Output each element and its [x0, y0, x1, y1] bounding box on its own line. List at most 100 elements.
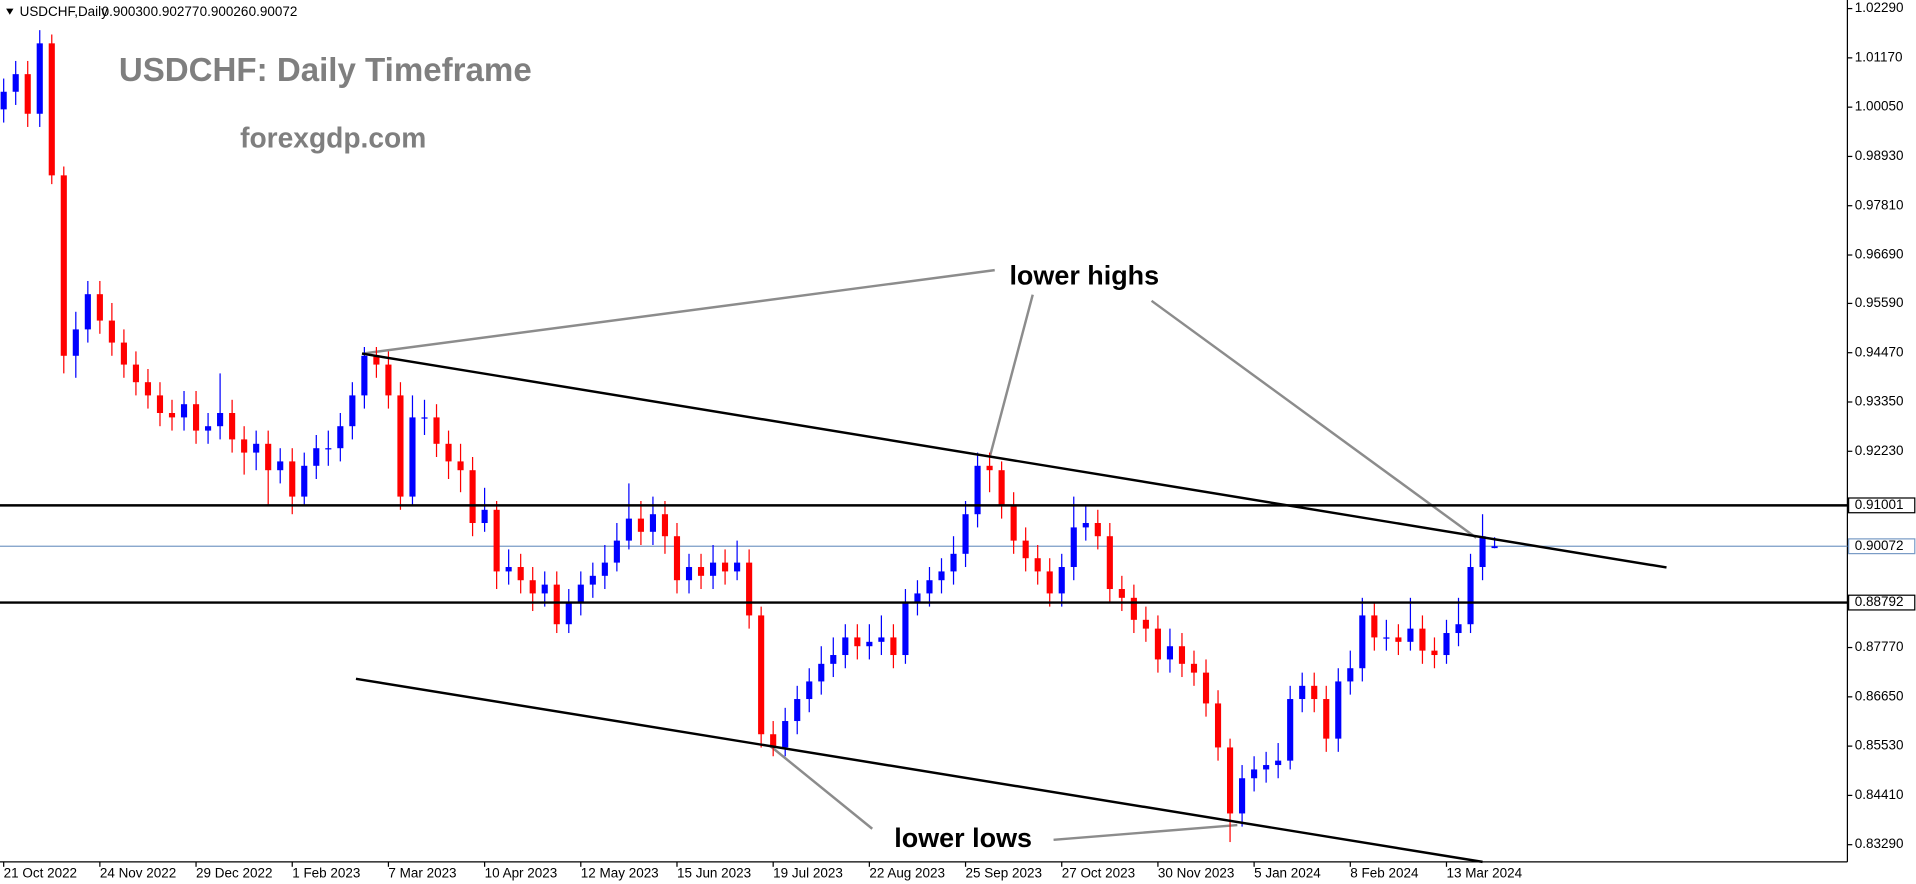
candle-body — [373, 355, 380, 365]
candle-body — [108, 320, 115, 343]
candle-body — [1190, 663, 1198, 673]
candle-body — [902, 602, 909, 656]
candle-body — [72, 329, 79, 356]
candle-body — [1395, 637, 1402, 642]
x-tick-label: 29 Dec 2022 — [196, 866, 272, 881]
candle-body — [722, 562, 729, 572]
candle-body — [385, 364, 392, 396]
candle-body — [685, 567, 693, 581]
x-tick-label: 10 Apr 2023 — [485, 866, 558, 881]
candle-body — [241, 439, 248, 453]
x-tick-label: 1 Feb 2023 — [292, 866, 360, 881]
candle-body — [421, 417, 428, 419]
header-high: 0.90277 — [151, 4, 200, 19]
candle-body — [625, 518, 632, 541]
y-tick-label: 0.83290 — [1855, 836, 1904, 851]
candle-body — [830, 655, 837, 664]
candle-body — [156, 395, 164, 413]
candle-body — [1118, 589, 1125, 598]
candle-body — [1335, 681, 1342, 739]
header-close: 0.90072 — [249, 4, 298, 19]
candle-body — [1299, 685, 1306, 700]
candle-body — [758, 615, 765, 735]
candle-body — [998, 470, 1005, 506]
y-tick-label: 0.86650 — [1855, 688, 1904, 703]
candle-body — [253, 443, 260, 453]
y-tick-label: 1.02290 — [1855, 0, 1904, 15]
level-label: 0.88792 — [1855, 594, 1904, 609]
candle-body — [1154, 628, 1161, 660]
pointer-lines — [362, 268, 1477, 842]
candle-body — [1479, 536, 1486, 568]
candle-body — [1347, 668, 1354, 682]
candle-body — [1407, 628, 1414, 642]
candle-body — [60, 175, 67, 356]
candle-body — [289, 461, 296, 497]
candle-body — [1239, 778, 1246, 814]
x-tick-label: 12 May 2023 — [581, 866, 659, 881]
candle-body — [601, 562, 608, 576]
trendline — [361, 352, 1667, 569]
candle-body — [770, 734, 777, 748]
candle-body — [24, 74, 31, 114]
candle-body — [938, 571, 945, 581]
candle-body — [96, 294, 103, 321]
x-tick-label: 5 Jan 2024 — [1254, 866, 1321, 881]
candle-body — [277, 461, 284, 471]
x-tick-label: 22 Aug 2023 — [869, 866, 945, 881]
chart-title: USDCHF: Daily Timeframe — [119, 52, 532, 89]
y-tick-label: 0.93350 — [1855, 394, 1904, 409]
candle-body — [914, 593, 921, 603]
candle-body — [1419, 628, 1426, 651]
pointer-line — [362, 268, 995, 355]
candle-body — [926, 580, 933, 594]
candle-body — [565, 602, 572, 625]
candle-body — [265, 443, 272, 471]
candle-body — [517, 567, 524, 581]
level-label-box — [1848, 594, 1916, 611]
candle-body — [673, 536, 681, 581]
candle-body — [144, 382, 152, 396]
candle-body — [205, 426, 212, 431]
annotation: lower lows — [894, 823, 1032, 853]
candle-body — [36, 43, 43, 114]
x-tick-label: 27 Oct 2023 — [1062, 866, 1135, 881]
candle-body — [842, 637, 849, 656]
header-open: 0.90030 — [102, 4, 151, 19]
candle-body — [1094, 523, 1101, 537]
x-tick-label: 25 Sep 2023 — [966, 866, 1042, 881]
y-tick-label: 0.98930 — [1855, 148, 1904, 163]
y-tick-label: 0.92230 — [1855, 443, 1904, 458]
y-tick-label: 0.94470 — [1855, 344, 1904, 359]
x-tick-label: 19 Jul 2023 — [773, 866, 843, 881]
candle-body — [313, 448, 320, 466]
candle-body — [12, 74, 19, 92]
y-tick-label: 0.85530 — [1855, 738, 1904, 753]
candle-body — [553, 584, 560, 625]
x-tick-label: 15 Jun 2023 — [677, 866, 751, 881]
pointer-line — [1150, 299, 1477, 539]
candle-body — [1058, 567, 1065, 594]
x-tick-label: 8 Feb 2024 — [1350, 866, 1419, 881]
candle-body — [337, 426, 344, 449]
candle-body — [493, 509, 500, 572]
candle-body — [180, 404, 188, 418]
x-tick-label: 30 Nov 2023 — [1158, 866, 1234, 881]
candle-body — [325, 448, 332, 450]
current-price-label: 0.90072 — [1855, 538, 1904, 553]
candle-body — [637, 518, 644, 532]
candle-body — [1371, 615, 1378, 638]
candle-body — [505, 567, 512, 572]
candle-body — [878, 637, 885, 642]
candle-body — [1214, 703, 1222, 748]
pointer-line — [1053, 823, 1238, 842]
candle-body — [974, 465, 981, 515]
x-tick-label: 21 Oct 2022 — [4, 866, 77, 881]
current-price-box — [1848, 538, 1916, 555]
y-tick-label: 0.95590 — [1855, 295, 1904, 310]
candle-body — [48, 43, 55, 176]
x-tick-label: 24 Nov 2022 — [100, 866, 176, 881]
level-label-box — [1848, 497, 1916, 514]
